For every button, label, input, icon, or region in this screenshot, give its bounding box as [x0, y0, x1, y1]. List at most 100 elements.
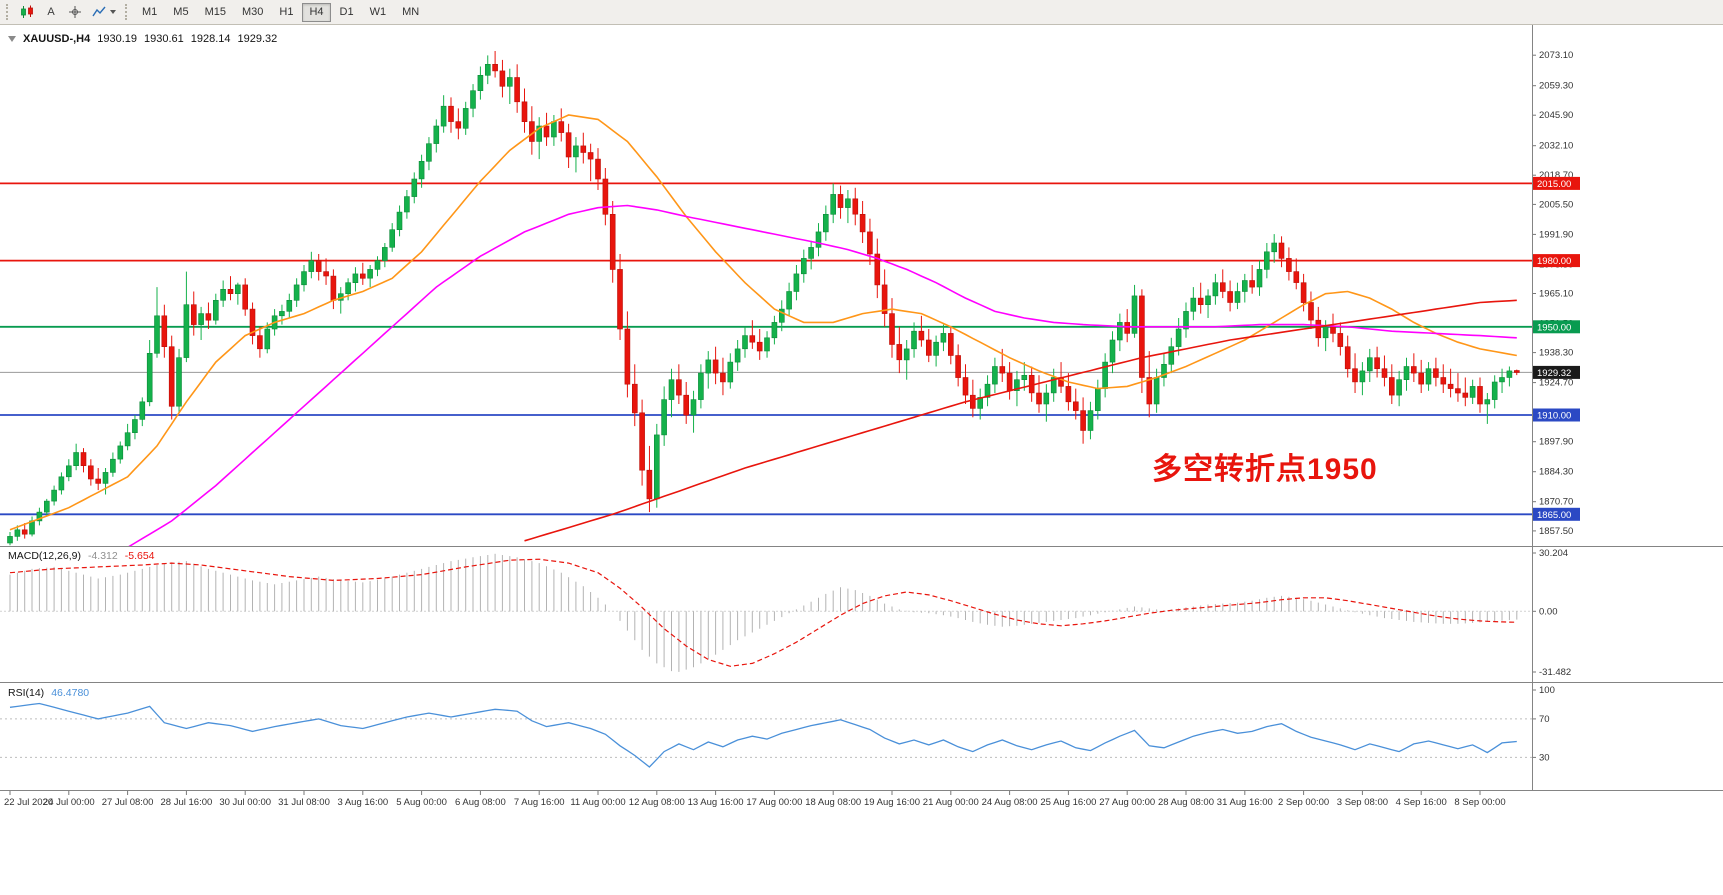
caret-down-icon	[110, 10, 116, 14]
candle	[609, 214, 616, 270]
text-tool-icon: A	[47, 6, 55, 18]
indicators-button[interactable]	[88, 2, 120, 22]
svg-text:30.204: 30.204	[1539, 548, 1568, 559]
candle	[110, 458, 116, 473]
candle	[440, 105, 447, 127]
candle	[1374, 357, 1380, 370]
candle	[1433, 368, 1439, 378]
candle	[587, 152, 594, 160]
timeframe-button-m1[interactable]: M1	[135, 3, 164, 22]
candle	[859, 214, 866, 233]
collapse-chart-icon[interactable]	[8, 36, 16, 42]
svg-text:1897.90: 1897.90	[1539, 437, 1573, 448]
candle	[21, 529, 28, 535]
candle	[955, 355, 961, 378]
candle	[1389, 377, 1395, 396]
candle	[786, 291, 792, 310]
candle	[396, 211, 403, 231]
candle	[808, 247, 814, 259]
candle	[1065, 386, 1072, 403]
candle	[925, 339, 932, 356]
timeframe-button-d1[interactable]: D1	[333, 3, 361, 22]
svg-text:12 Aug 08:00: 12 Aug 08:00	[629, 797, 685, 808]
candle	[1168, 346, 1175, 365]
svg-text:28 Jul 16:00: 28 Jul 16:00	[161, 797, 213, 808]
candle	[1300, 282, 1307, 303]
candle	[1087, 410, 1094, 431]
candle	[345, 282, 351, 295]
candle	[918, 330, 925, 341]
price-badge-1910.00: 1910.00	[1533, 408, 1580, 422]
candle	[1322, 326, 1329, 339]
candle	[705, 359, 712, 374]
candle	[1124, 322, 1130, 334]
candle	[756, 341, 763, 352]
candle	[139, 401, 146, 420]
timeframe-button-m15[interactable]: M15	[198, 3, 233, 22]
candle	[1469, 386, 1476, 398]
candle	[484, 64, 491, 76]
crosshair-button[interactable]	[64, 2, 86, 22]
rsi-line	[9, 702, 1517, 768]
main-price-pane[interactable]	[0, 51, 1532, 547]
candle	[301, 271, 307, 286]
svg-text:11 Aug 00:00: 11 Aug 00:00	[570, 797, 625, 808]
candle	[1425, 368, 1432, 385]
candle	[404, 196, 410, 213]
candle	[176, 357, 182, 407]
candle	[903, 348, 910, 361]
text-tool-button[interactable]: A	[40, 2, 62, 22]
candle	[521, 101, 528, 123]
svg-text:3 Aug 16:00: 3 Aug 16:00	[337, 797, 388, 808]
candle	[720, 372, 726, 383]
svg-text:28 Aug 08:00: 28 Aug 08:00	[1158, 797, 1214, 808]
crosshair-icon	[69, 6, 81, 18]
candle	[742, 335, 748, 350]
svg-text:1870.70: 1870.70	[1539, 497, 1573, 508]
svg-text:1924.70: 1924.70	[1539, 378, 1573, 389]
svg-text:1929.32: 1929.32	[1537, 368, 1571, 379]
svg-text:25 Aug 16:00: 25 Aug 16:00	[1040, 797, 1096, 808]
candle	[293, 284, 300, 301]
timeframe-button-w1[interactable]: W1	[363, 3, 394, 22]
svg-text:22 Jul 2020: 22 Jul 2020	[4, 797, 53, 808]
candle	[183, 304, 190, 358]
svg-text:27 Aug 00:00: 27 Aug 00:00	[1099, 797, 1155, 808]
candle	[1344, 346, 1351, 370]
svg-text:24 Aug 08:00: 24 Aug 08:00	[982, 797, 1038, 808]
svg-text:2032.10: 2032.10	[1539, 141, 1573, 152]
chart-canvas[interactable]: 2073.10 2059.30 2045.90 2032.10 2018.70 2005.…	[0, 25, 1723, 895]
candle	[14, 529, 21, 537]
candle	[352, 273, 359, 283]
candle	[1197, 297, 1204, 306]
rsi-pane[interactable]	[0, 702, 1532, 768]
candles	[7, 51, 1520, 546]
chart-type-button[interactable]	[16, 2, 38, 22]
svg-text:3 Sep 08:00: 3 Sep 08:00	[1337, 797, 1388, 808]
timeframe-button-mn[interactable]: MN	[395, 3, 426, 22]
candle	[1234, 291, 1241, 303]
candle	[132, 419, 138, 433]
candle	[676, 379, 682, 396]
candle	[1440, 377, 1447, 385]
candle	[1227, 291, 1233, 303]
candle	[1352, 368, 1358, 383]
macd-pane[interactable]	[0, 553, 1532, 672]
candle	[1139, 295, 1145, 378]
svg-text:21 Aug 00:00: 21 Aug 00:00	[923, 797, 979, 808]
candle	[1131, 295, 1138, 334]
candle	[1095, 388, 1101, 412]
timeframe-button-m30[interactable]: M30	[235, 3, 270, 22]
candle	[793, 273, 800, 292]
svg-text:1950.00: 1950.00	[1537, 322, 1571, 333]
timeframe-button-m5[interactable]: M5	[166, 3, 195, 22]
candle	[867, 231, 873, 255]
candle	[1484, 399, 1491, 405]
toolbar-drag-handle[interactable]	[6, 4, 11, 20]
candle	[1477, 386, 1483, 405]
timeframe-button-h1[interactable]: H1	[272, 3, 300, 22]
timeframe-button-h4[interactable]: H4	[302, 2, 331, 22]
candle	[426, 143, 432, 162]
